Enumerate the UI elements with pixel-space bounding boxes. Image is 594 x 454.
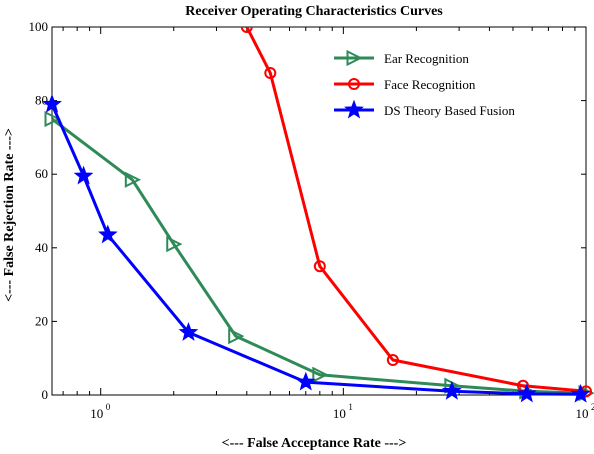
- x-tick-exponent: 2: [591, 402, 594, 412]
- y-tick-label: 40: [35, 240, 48, 255]
- data-point: [97, 224, 118, 244]
- series-line: [51, 117, 587, 395]
- data-point: [124, 171, 142, 188]
- y-tick-label: 60: [35, 166, 48, 181]
- data-point: [228, 328, 245, 345]
- data-point: [570, 383, 591, 403]
- data-point: [73, 165, 94, 185]
- data-point: [166, 236, 183, 253]
- legend-label: Face Recognition: [384, 77, 476, 92]
- series-line: [50, 103, 581, 396]
- legend: Ear Recognition Face Recognition DS Theory…: [334, 49, 515, 119]
- data-point: [516, 383, 537, 403]
- data-point: [295, 371, 316, 391]
- x-tick-label: 10: [576, 406, 589, 421]
- data-point: [42, 93, 62, 113]
- data-point: [44, 110, 61, 128]
- x-axis-label: <--- False Acceptance Rate --->: [222, 436, 407, 451]
- plot-frame: [51, 26, 587, 396]
- y-tick-label: 20: [35, 313, 48, 328]
- series-2: [42, 93, 591, 403]
- data-point: [240, 27, 253, 33]
- y-tick-label: 100: [29, 19, 49, 34]
- series-line: [245, 27, 587, 393]
- data-point: [178, 321, 199, 341]
- chart-title: Receiver Operating Characteristics Curve…: [185, 4, 443, 19]
- data-point: [441, 380, 462, 400]
- legend-marker: [344, 99, 364, 119]
- data-point: [264, 67, 277, 79]
- x-tick-exponent: 1: [348, 402, 353, 412]
- legend-label: Ear Recognition: [384, 51, 469, 66]
- data-point: [313, 260, 326, 273]
- data-point: [386, 354, 399, 367]
- x-tick-exponent: 0: [106, 402, 111, 412]
- legend-marker: [348, 78, 360, 90]
- y-tick-label: 80: [35, 93, 48, 108]
- data-point: [312, 366, 329, 383]
- y-axis-label: <--- False Rejection Rate --->: [2, 128, 17, 302]
- series-0: [44, 110, 594, 402]
- legend-marker: [346, 49, 363, 67]
- x-tick-label: 10: [333, 406, 346, 421]
- x-tick-label: 10: [90, 406, 103, 421]
- legend-label: DS Theory Based Fusion: [384, 103, 515, 118]
- y-tick-label: 0: [42, 387, 49, 402]
- series-layer: [42, 27, 594, 403]
- plot-border: [51, 26, 587, 396]
